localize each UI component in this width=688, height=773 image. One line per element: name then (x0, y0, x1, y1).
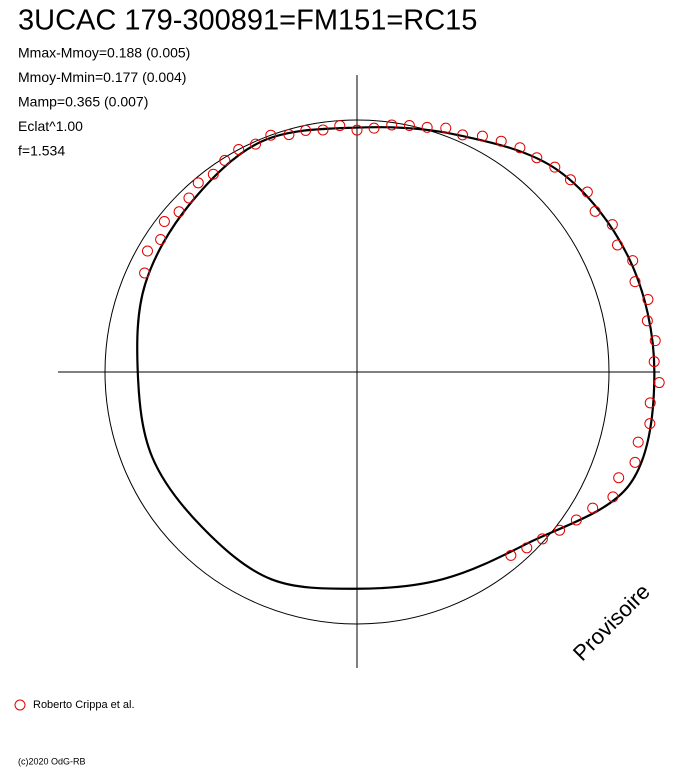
data-point (207, 168, 219, 180)
data-point (283, 129, 295, 141)
data-point (629, 276, 641, 288)
data-point (564, 174, 576, 186)
data-point (141, 245, 153, 257)
data-point (644, 418, 656, 430)
data-point (155, 234, 167, 246)
data-point (581, 186, 593, 198)
legend-marker (14, 699, 26, 711)
chart-title: 3UCAC 179-300891=FM151=RC15 (18, 5, 477, 37)
data-point (613, 472, 625, 484)
data-point (607, 491, 619, 503)
data-point (173, 206, 185, 218)
data-point (505, 549, 517, 561)
annotation: Mamp=0.365 (0.007) (18, 94, 148, 110)
data-point (644, 397, 656, 409)
data-point (627, 255, 639, 267)
reference-circle (104, 119, 610, 625)
annotation: Eclat^1.00 (18, 118, 83, 134)
data-point (334, 120, 346, 132)
data-point (611, 239, 623, 251)
data-point (421, 121, 433, 133)
data-point (589, 205, 601, 217)
data-point (549, 161, 561, 173)
data-point (192, 177, 204, 189)
data-point (403, 120, 415, 132)
data-point (351, 124, 363, 136)
data-point (183, 192, 195, 204)
footer: (c)2020 OdG-RB (18, 756, 86, 766)
data-point (158, 216, 170, 228)
data-point (514, 142, 526, 154)
data-point (641, 315, 653, 327)
data-point (649, 335, 661, 347)
data-point (440, 122, 452, 134)
annotation: Mmax-Mmoy=0.188 (0.005) (18, 45, 190, 61)
data-point (139, 267, 151, 279)
data-point (570, 514, 582, 526)
data-point (554, 524, 566, 536)
data-point (632, 436, 644, 448)
data-point (531, 152, 543, 164)
data-point (587, 502, 599, 514)
data-point (648, 356, 660, 368)
data-point (642, 293, 654, 305)
annotation: Mmoy-Mmin=0.177 (0.004) (18, 69, 186, 85)
data-point (300, 124, 312, 136)
data-point (629, 456, 641, 468)
annotation: f=1.534 (18, 143, 65, 159)
data-point (521, 542, 533, 554)
data-point (495, 135, 507, 147)
data-point (457, 129, 469, 141)
data-point (250, 138, 262, 150)
data-point (265, 129, 277, 141)
data-point (653, 377, 665, 389)
data-point (476, 130, 488, 142)
data-point (606, 219, 618, 231)
data-point (219, 154, 231, 166)
data-point (386, 119, 398, 131)
legend-label: Roberto Crippa et al. (33, 699, 135, 711)
data-point (536, 533, 548, 545)
data-point (317, 124, 329, 136)
data-point (233, 143, 245, 155)
data-point (368, 122, 380, 134)
